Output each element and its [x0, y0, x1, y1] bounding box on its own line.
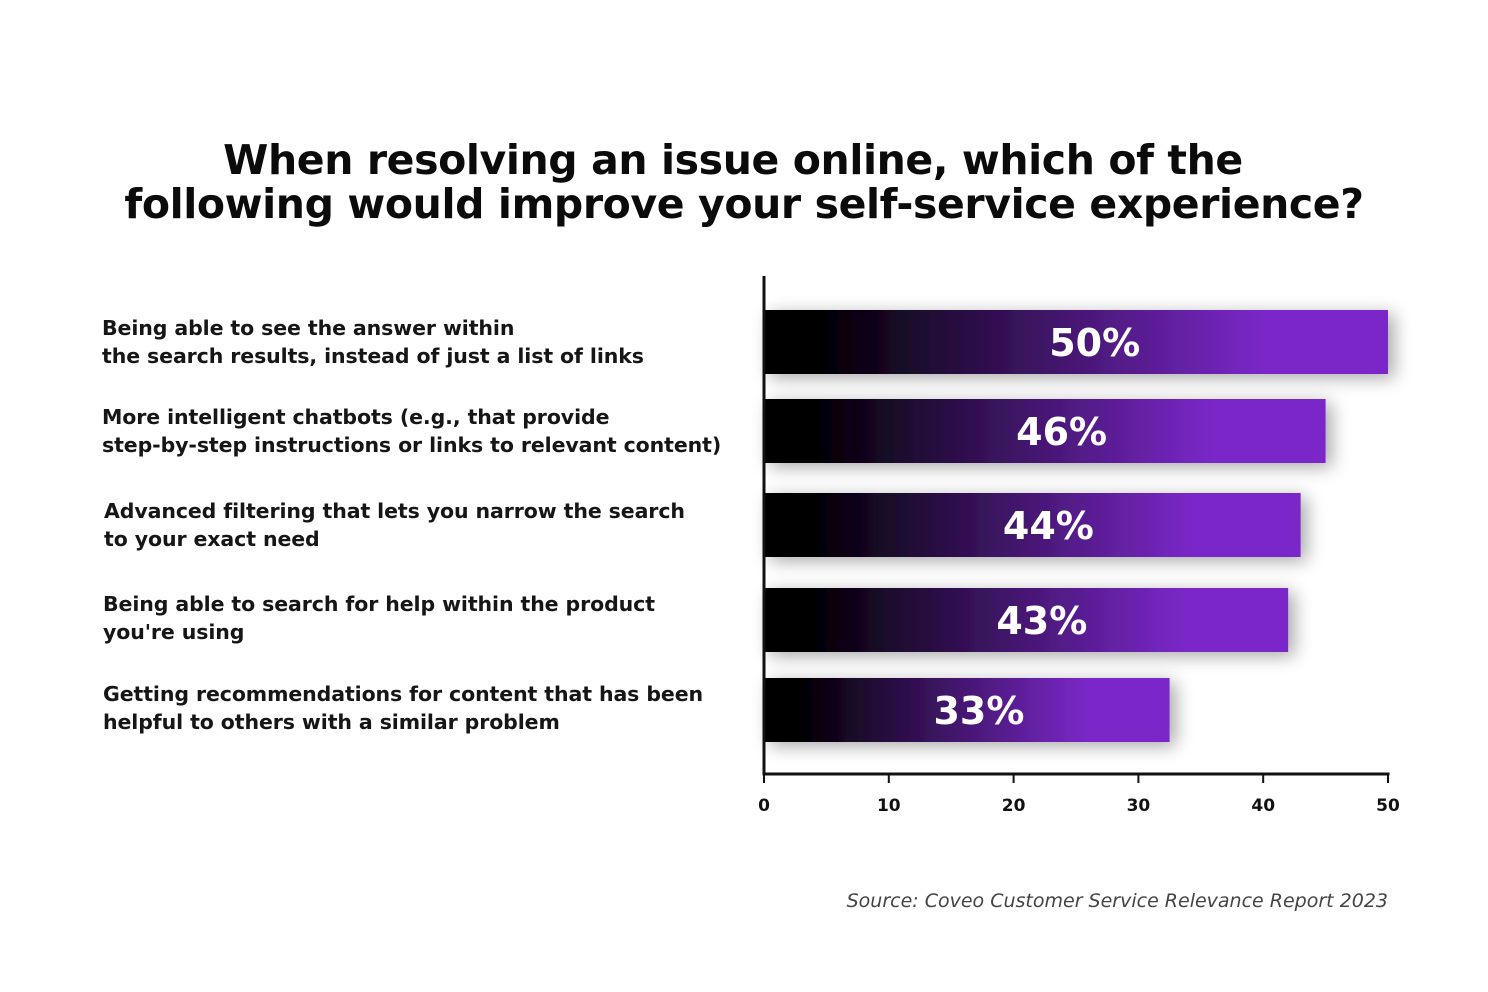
category-label: Advanced filtering that lets you narrow …	[104, 497, 685, 553]
category-label-line: the search results, instead of just a li…	[102, 344, 644, 368]
category-label-line: step-by-step instructions or links to re…	[102, 433, 722, 457]
category-label: More intelligent chatbots (e.g., that pr…	[102, 403, 721, 459]
category-label-line: you're using	[103, 620, 245, 644]
axes-group: 0 10 20 30 40 50	[758, 276, 1400, 816]
bar-value-label: 33%	[933, 689, 1024, 733]
category-label-line: Being able to search for help within the…	[103, 592, 655, 616]
bar-value-label: 43%	[996, 599, 1087, 643]
x-tick-label: 40	[1251, 796, 1275, 816]
x-tick-label: 20	[1002, 796, 1026, 816]
bar	[764, 493, 1301, 557]
x-tick-label: 30	[1127, 796, 1151, 816]
bar-value-label: 46%	[1016, 410, 1107, 454]
source-note: Source: Coveo Customer Service Relevance…	[846, 890, 1388, 912]
bar-value-label: 44%	[1003, 504, 1094, 548]
category-labels: Being able to see the answer within the …	[102, 314, 721, 736]
category-label-line: Being able to see the answer within	[102, 316, 515, 340]
category-label-line: to your exact need	[104, 527, 320, 551]
category-label: Being able to search for help within the…	[103, 590, 655, 646]
bar-value-label: 50%	[1049, 321, 1140, 365]
category-label: Getting recommendations for content that…	[103, 680, 703, 736]
chart-title-line-2: following would improve your self-servic…	[124, 180, 1364, 228]
category-label-line: Advanced filtering that lets you narrow …	[104, 499, 685, 523]
x-tick-label: 0	[758, 796, 770, 816]
chart-title-line-1: When resolving an issue online, which of…	[223, 136, 1243, 184]
category-label: Being able to see the answer within the …	[102, 314, 644, 370]
x-tick-label: 10	[877, 796, 901, 816]
bar	[764, 399, 1326, 463]
bar	[764, 310, 1388, 374]
category-label-line: More intelligent chatbots (e.g., that pr…	[102, 405, 610, 429]
x-tick-label: 50	[1376, 796, 1400, 816]
bars-group: 50% 46% 44% 43% 33%	[764, 310, 1388, 742]
bar	[764, 678, 1170, 742]
bar	[764, 588, 1289, 652]
chart-title: When resolving an issue online, which of…	[0, 138, 1488, 226]
category-label-line: helpful to others with a similar problem	[103, 710, 560, 734]
category-label-line: Getting recommendations for content that…	[103, 682, 704, 706]
